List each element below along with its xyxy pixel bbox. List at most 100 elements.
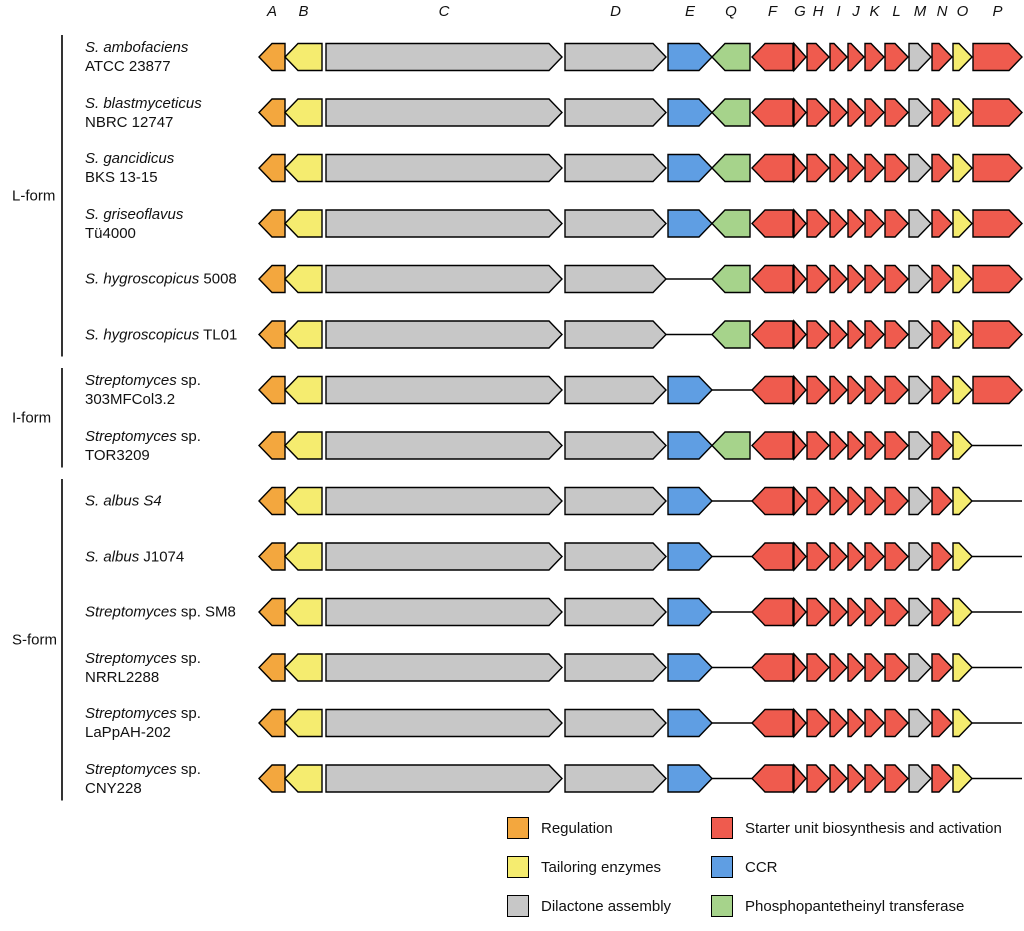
- gene-arrow-J: [847, 320, 865, 349]
- gene-arrow-J: [847, 153, 865, 183]
- gene-arrow-O: [952, 653, 973, 682]
- gene-arrow-J: [847, 264, 865, 294]
- gene-arrow-M: [908, 764, 932, 793]
- species-name: Streptomyces: [85, 649, 177, 667]
- gene-arrow-O: [952, 764, 973, 793]
- gene-arrow-A: [258, 153, 286, 183]
- gene-arrow-L: [884, 98, 909, 127]
- legend-item: Regulation: [507, 817, 613, 839]
- strain-name: 5008: [199, 270, 237, 288]
- gene-letter-E: E: [684, 3, 696, 20]
- legend-label: CCR: [745, 858, 778, 876]
- gene-arrow-B: [284, 597, 323, 627]
- gene-arrow-H: [806, 42, 830, 72]
- legend-item: Dilactone assembly: [507, 895, 671, 917]
- gene-arrow-C: [325, 597, 563, 627]
- gene-arrow-N: [931, 320, 953, 349]
- gene-arrow-O: [952, 264, 973, 294]
- gene-arrow-M: [908, 708, 932, 738]
- gene-arrow-F: [751, 653, 794, 682]
- gene-arrow-I: [829, 486, 848, 516]
- gene-arrow-G: [793, 596, 807, 628]
- gene-arrow-A: [258, 431, 286, 460]
- gene-arrow-H: [806, 98, 830, 127]
- gene-arrow-L: [884, 320, 909, 349]
- species-name: S. blastmyceticus: [85, 94, 202, 112]
- gene-letter-I: I: [836, 3, 841, 20]
- species-label: S. albus S4: [85, 492, 257, 511]
- gene-arrow-B: [284, 542, 323, 571]
- gene-arrow-M: [908, 375, 932, 405]
- species-label: S. gancidicus BKS 13-15: [85, 149, 257, 187]
- gene-arrow-G: [793, 208, 807, 239]
- gene-arrow-J: [847, 209, 865, 238]
- legend-label: Starter unit biosynthesis and activation: [745, 819, 1002, 837]
- gene-arrow-K: [864, 597, 885, 627]
- legend-swatch-regulation: [507, 817, 529, 839]
- gene-arrow-N: [931, 375, 953, 405]
- species-name: S. hygroscopicus: [85, 326, 200, 343]
- gene-arrow-O: [952, 153, 973, 183]
- strain-name: CNY228: [85, 779, 142, 797]
- gene-arrow-B: [284, 764, 323, 793]
- species-name: S. albus: [85, 548, 140, 565]
- legend-item: Phosphopantetheinyl transferase: [711, 895, 964, 917]
- gene-arrow-N: [931, 98, 953, 127]
- gene-arrow-D: [564, 153, 667, 183]
- gene-arrow-E: [667, 597, 713, 627]
- gene-letter-F: F: [767, 3, 778, 20]
- gene-arrow-M: [908, 209, 932, 238]
- gene-arrow-A: [258, 98, 286, 127]
- gene-arrow-D: [564, 375, 667, 405]
- gene-arrow-H: [806, 542, 830, 571]
- legend-item: CCR: [711, 856, 778, 878]
- gene-arrow-Q: [711, 209, 751, 238]
- gene-arrow-J: [847, 764, 865, 793]
- gene-arrow-C: [325, 486, 563, 516]
- gene-arrow-E: [667, 98, 713, 127]
- gene-arrow-F: [751, 153, 794, 183]
- strain-name: sp.: [176, 760, 201, 778]
- strain-name: sp.: [176, 372, 201, 389]
- gene-arrow-J: [847, 486, 865, 516]
- gene-arrow-N: [931, 42, 953, 72]
- gene-letter-Q: Q: [725, 3, 737, 20]
- species-label: Streptomyces sp. NRRL2288: [85, 649, 257, 687]
- gene-arrow-K: [864, 320, 885, 349]
- species-name: Streptomyces: [85, 427, 177, 445]
- gene-arrow-F: [751, 375, 794, 405]
- gene-arrow-C: [325, 375, 563, 405]
- strain-name: sp.: [176, 427, 201, 445]
- gene-arrow-A: [258, 597, 286, 627]
- gene-arrow-G: [793, 707, 807, 739]
- gene-arrow-P: [972, 264, 1023, 294]
- gene-arrow-G: [793, 541, 807, 572]
- gene-arrow-A: [258, 486, 286, 516]
- gene-arrow-C: [325, 431, 563, 460]
- gene-arrow-A: [258, 209, 286, 238]
- gene-arrow-C: [325, 320, 563, 349]
- gene-arrow-J: [847, 597, 865, 627]
- gene-arrow-A: [258, 42, 286, 72]
- gene-arrow-I: [829, 375, 848, 405]
- gene-arrow-P: [972, 98, 1023, 127]
- legend-label: Regulation: [541, 819, 613, 837]
- gene-arrow-B: [284, 153, 323, 183]
- species-label: Streptomyces sp. TOR3209: [85, 427, 257, 465]
- species-name: Streptomyces: [85, 760, 177, 778]
- gene-arrow-L: [884, 542, 909, 571]
- gene-arrow-O: [952, 597, 973, 627]
- gene-arrow-G: [793, 763, 807, 794]
- gene-arrow-L: [884, 375, 909, 405]
- gene-arrow-K: [864, 764, 885, 793]
- gene-arrow-P: [972, 375, 1023, 405]
- gene-arrow-K: [864, 375, 885, 405]
- species-name: S. hygroscopicus: [85, 270, 200, 288]
- gene-arrow-D: [564, 542, 667, 571]
- gene-arrow-E: [667, 486, 713, 516]
- species-name: Streptomyces: [85, 603, 177, 621]
- gene-arrow-O: [952, 431, 973, 460]
- gene-arrow-C: [325, 708, 563, 738]
- gene-arrow-N: [931, 764, 953, 793]
